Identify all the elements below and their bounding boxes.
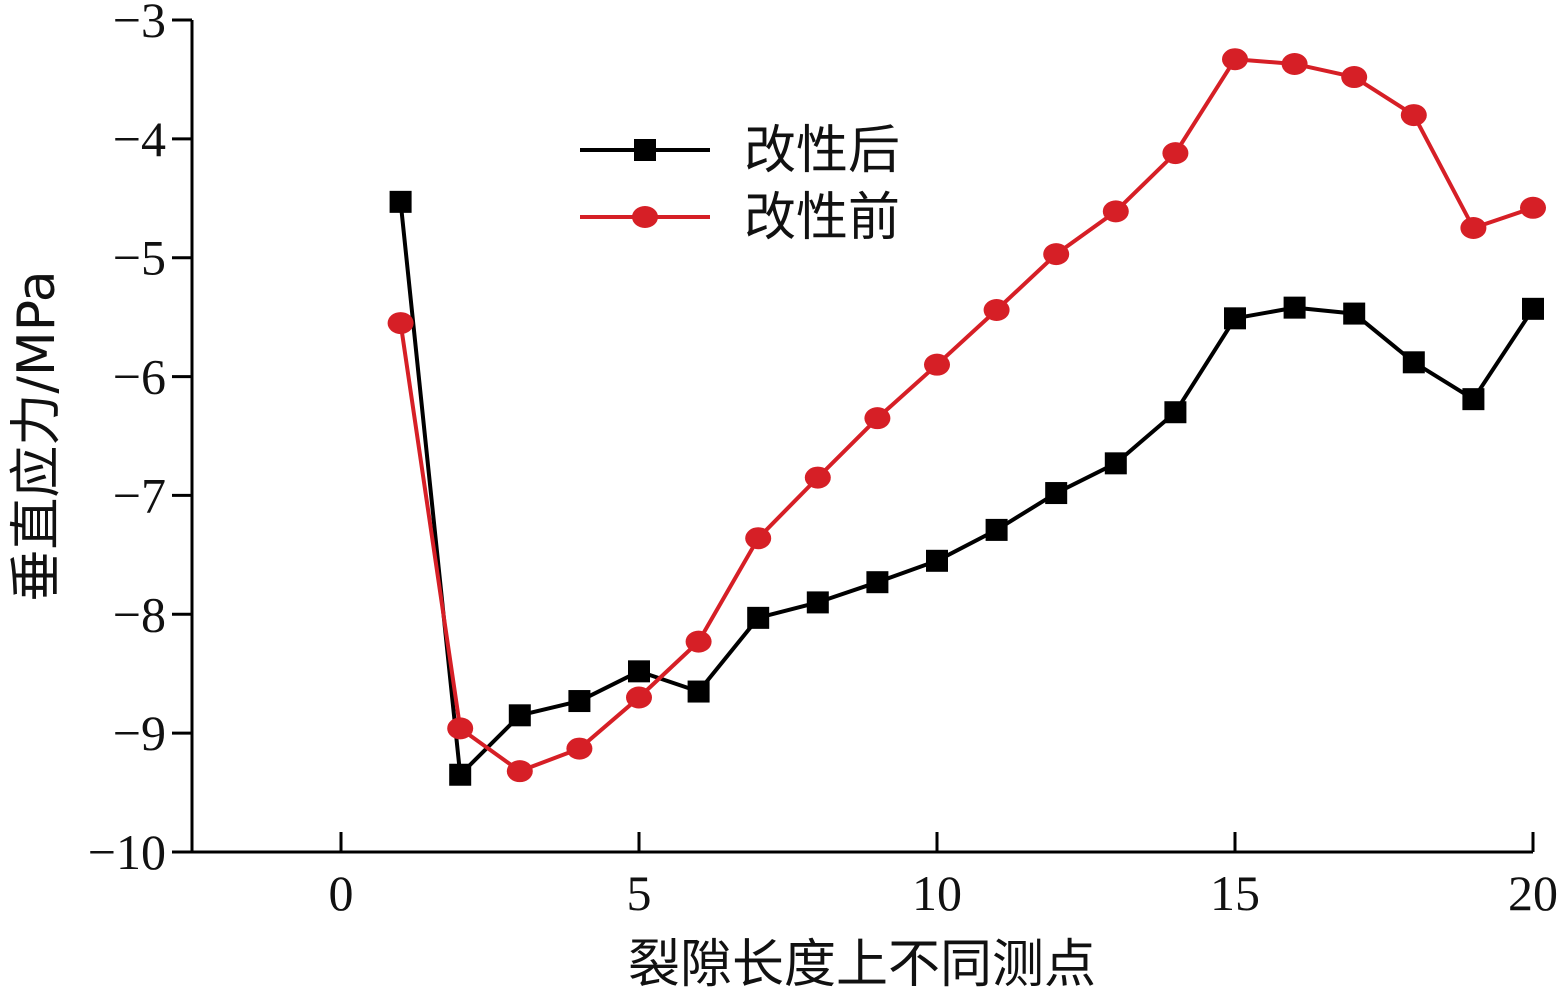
legend-label: 改性前 bbox=[744, 188, 900, 248]
data-point-circle bbox=[1460, 217, 1487, 239]
x-tick-label: 5 bbox=[627, 865, 652, 921]
data-point-square bbox=[1462, 388, 1485, 411]
data-point-circle bbox=[447, 717, 474, 740]
series-layer bbox=[387, 48, 1546, 786]
x-tick-label: 0 bbox=[329, 865, 354, 921]
y-tick-label: −3 bbox=[113, 0, 166, 48]
data-point-square bbox=[568, 690, 591, 713]
data-point-circle bbox=[983, 299, 1010, 322]
series-1 bbox=[389, 190, 1544, 786]
series-2 bbox=[387, 48, 1546, 783]
data-point-square bbox=[926, 549, 948, 572]
data-point-square bbox=[747, 606, 770, 629]
x-tick-label: 10 bbox=[912, 865, 962, 921]
data-point-square bbox=[806, 591, 829, 614]
legend-item: 改性后 bbox=[580, 121, 900, 181]
data-point-circle bbox=[1043, 243, 1070, 266]
data-point-square bbox=[1343, 302, 1366, 325]
data-point-circle bbox=[1400, 104, 1427, 127]
data-point-square bbox=[1104, 452, 1127, 475]
data-point-circle bbox=[1102, 200, 1129, 223]
data-point-square bbox=[449, 763, 472, 786]
data-point-circle bbox=[506, 760, 533, 783]
series-line bbox=[398, 57, 1534, 774]
data-point-square bbox=[1402, 351, 1425, 374]
y-axis-title: 垂直应力/MPa bbox=[7, 270, 67, 601]
data-point-square bbox=[1283, 296, 1306, 319]
y-tick-label: −6 bbox=[113, 349, 166, 405]
y-tick-label: −9 bbox=[113, 705, 166, 761]
data-point-square bbox=[389, 190, 412, 213]
series-line bbox=[398, 201, 1535, 777]
data-point-circle bbox=[685, 630, 712, 653]
x-axis-ticks: 0 5 10 15 20 bbox=[329, 832, 1557, 921]
y-tick-label: −8 bbox=[113, 586, 166, 642]
data-point-square bbox=[687, 680, 710, 703]
data-point-circle bbox=[745, 527, 772, 550]
data-point-circle bbox=[626, 686, 652, 709]
data-point-circle bbox=[1341, 66, 1368, 89]
data-point-circle bbox=[1162, 142, 1189, 165]
data-point-circle bbox=[924, 353, 950, 376]
legend-marker-circle bbox=[632, 206, 658, 228]
y-axis-ticks: −3 −4 −5 −6 −7 −8 −9 −10 bbox=[88, 0, 192, 880]
data-point-square bbox=[866, 571, 889, 594]
data-point-circle bbox=[1222, 48, 1248, 71]
data-point-square bbox=[628, 660, 650, 683]
data-point-square bbox=[1224, 307, 1246, 330]
y-tick-label: −4 bbox=[113, 111, 166, 167]
x-tick-label: 20 bbox=[1508, 865, 1557, 921]
legend-item: 改性前 bbox=[580, 188, 900, 248]
legend-label: 改性后 bbox=[744, 121, 900, 181]
data-point-square bbox=[985, 518, 1008, 541]
data-point-square bbox=[1045, 482, 1068, 505]
data-point-circle bbox=[1281, 52, 1308, 75]
data-point-square bbox=[1164, 401, 1187, 424]
data-point-circle bbox=[804, 466, 831, 489]
data-point-circle bbox=[1520, 196, 1546, 219]
data-point-circle bbox=[566, 737, 593, 760]
data-point-circle bbox=[387, 312, 414, 335]
x-tick-label: 15 bbox=[1210, 865, 1260, 921]
data-point-square bbox=[1522, 297, 1544, 320]
y-tick-label: −10 bbox=[88, 824, 166, 880]
x-axis-title: 裂隙长度上不同测点 bbox=[628, 935, 1096, 995]
legend-marker-square bbox=[634, 139, 656, 161]
data-point-square bbox=[508, 704, 531, 727]
y-tick-label: −7 bbox=[113, 467, 166, 523]
data-point-circle bbox=[864, 407, 891, 430]
y-tick-label: −5 bbox=[113, 230, 166, 286]
axes bbox=[190, 20, 1533, 854]
